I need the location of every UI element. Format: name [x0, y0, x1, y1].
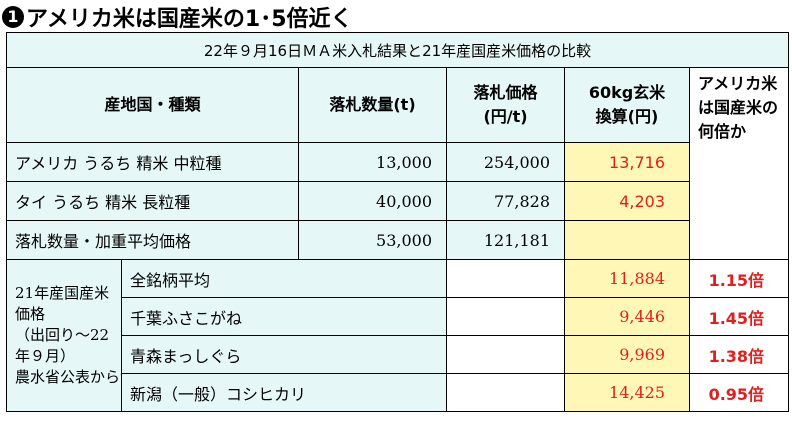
- domestic-row-name: 新潟（一般）コシヒカリ: [121, 373, 447, 412]
- domestic-label-line1: 21年産国産米価格: [15, 284, 110, 323]
- domestic-row-price: 11,884: [564, 259, 690, 298]
- row-converted: [564, 220, 690, 260]
- domestic-price-label: 21年産国産米価格 （出回り～22年９月） 農水省公表から消費税相当を除いたもの: [6, 259, 122, 412]
- row-name: アメリカ うるち 精米 中粒種: [6, 142, 299, 182]
- domestic-row-ratio: 1.38倍: [688, 335, 790, 374]
- row-price: 121,181: [446, 220, 565, 260]
- comparison-table: 22年９月16日ＭＡ米入札結果と21年産国産米価格の比較 産地国・種類 落札数量…: [5, 32, 790, 412]
- domestic-row-price: 9,446: [564, 297, 690, 336]
- headline-title: アメリカ米は国産米の1･5倍近く: [26, 7, 353, 32]
- header-ratio-question: アメリカ米は国産米の何倍か: [688, 67, 790, 260]
- header-converted-line2: 換算(円): [595, 107, 659, 126]
- domestic-label-line2: （出回り～22年９月）: [15, 326, 110, 365]
- domestic-row-price: 14,425: [564, 373, 690, 412]
- domestic-row-ratio: 0.95倍: [688, 373, 790, 412]
- row-quantity: 40,000: [298, 181, 447, 221]
- domestic-row-spacer: [446, 373, 565, 412]
- row-price: 254,000: [446, 142, 565, 182]
- header-quantity: 落札数量(t): [298, 67, 447, 143]
- domestic-row-price: 9,969: [564, 335, 690, 374]
- header-ratio-question-text: アメリカ米は国産米の何倍か: [698, 74, 779, 141]
- header-price-line2: (円/t): [483, 107, 528, 126]
- domestic-row-spacer: [446, 297, 565, 336]
- row-name: 落札数量・加重平均価格: [6, 220, 299, 260]
- domestic-row-ratio: 1.15倍: [688, 259, 790, 298]
- headline: 1 アメリカ米は国産米の1･5倍近く: [2, 2, 353, 32]
- header-price-line1: 落札価格: [473, 83, 538, 102]
- row-price: 77,828: [446, 181, 565, 221]
- domestic-row-name: 千葉ふさこがね: [121, 297, 447, 336]
- header-converted: 60kg玄米 換算(円): [564, 67, 690, 143]
- table-caption: 22年９月16日ＭＡ米入札結果と21年産国産米価格の比較: [5, 32, 790, 68]
- headline-number-badge: 1: [2, 6, 24, 28]
- domestic-label-line3: 農水省公表から消費税相当を除いたもの: [15, 368, 121, 386]
- domestic-row-spacer: [446, 259, 565, 298]
- header-price: 落札価格 (円/t): [446, 67, 565, 143]
- domestic-row-spacer: [446, 335, 565, 374]
- row-quantity: 53,000: [298, 220, 447, 260]
- header-origin: 産地国・種類: [6, 67, 299, 143]
- row-name: タイ うるち 精米 長粒種: [6, 181, 299, 221]
- domestic-row-name: 青森まっしぐら: [121, 335, 447, 374]
- domestic-row-name: 全銘柄平均: [121, 259, 447, 298]
- header-converted-line1: 60kg玄米: [588, 83, 666, 102]
- row-converted: 13,716: [564, 142, 690, 182]
- row-converted: 4,203: [564, 181, 690, 221]
- row-quantity: 13,000: [298, 142, 447, 182]
- domestic-row-ratio: 1.45倍: [688, 297, 790, 336]
